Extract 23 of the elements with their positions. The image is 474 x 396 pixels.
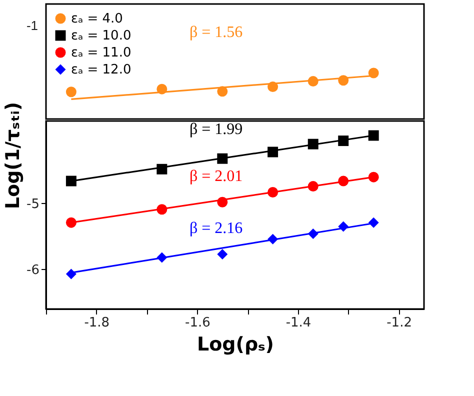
x-tick-label: -1.2: [386, 316, 412, 330]
legend-label: εₐ = 4.0: [71, 12, 123, 26]
y-tick-label: -6: [26, 262, 40, 278]
x-axis-title: Log(ρₛ): [197, 334, 274, 356]
point: [66, 86, 76, 98]
annotation: β = 2.16: [190, 220, 243, 237]
point: [217, 249, 228, 260]
text: -1: [26, 18, 38, 33]
y-axis-title: Log(1/τₛₜᵢ): [2, 102, 24, 210]
point: [368, 130, 379, 141]
annotation: β = 2.01: [190, 168, 243, 185]
x-tick-label: -1.8: [84, 316, 110, 330]
annotation: β = 1.99: [190, 121, 243, 138]
x-tick-label: -1.4: [286, 316, 312, 330]
legend-label: εₐ = 10.0: [71, 28, 132, 44]
point: [368, 68, 379, 78]
point: [66, 176, 76, 186]
legend-label: εₐ = 12.0: [71, 62, 132, 78]
x-tick-label: -1.6: [185, 316, 210, 330]
legend-label: εₐ = 11.0: [71, 46, 132, 60]
point: [66, 268, 76, 280]
y-tick-label: -5: [26, 196, 40, 212]
text: β = 1.56: [190, 24, 243, 41]
